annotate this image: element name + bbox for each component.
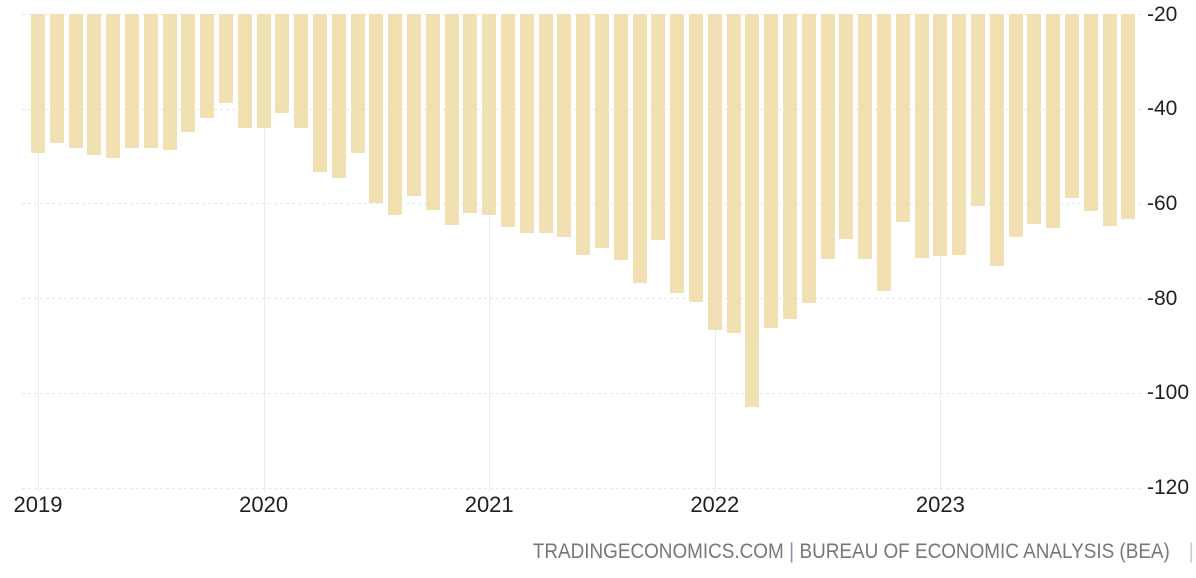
bar[interactable] [1102,14,1117,226]
bar[interactable] [895,14,910,222]
bar[interactable] [783,14,797,319]
bar[interactable] [1008,14,1023,238]
bar[interactable] [143,14,158,148]
bar[interactable] [1083,14,1098,211]
bar[interactable] [463,14,478,213]
bar[interactable] [106,14,121,158]
bar[interactable] [801,14,816,303]
attribution-trailing-separator: | [1188,540,1194,563]
x-year-gridline [38,14,39,492]
bar[interactable] [200,14,215,118]
bar[interactable] [839,14,854,239]
bar[interactable] [275,14,290,113]
bar[interactable] [87,14,102,155]
bar[interactable] [219,14,233,104]
bar[interactable] [350,14,365,154]
bar[interactable] [369,14,384,203]
y-gridline [22,392,1143,394]
x-axis-tick-label: 2021 [464,492,514,517]
bar[interactable] [162,14,177,150]
bar[interactable] [858,14,873,259]
attribution-source-tradingeconomics: TRADINGECONOMICS.COM [532,540,784,563]
bar[interactable] [877,14,891,292]
bar[interactable] [538,14,553,233]
x-year-gridline [263,14,265,492]
x-axis-tick-label: 2020 [239,492,289,517]
bar[interactable] [689,14,703,302]
bar[interactable] [670,14,685,293]
bar[interactable] [576,14,591,255]
bar[interactable] [49,14,64,143]
attribution-separator: | [789,540,795,563]
attribution: TRADINGECONOMICS.COM | BUREAU OF ECONOMIC … [533,541,1170,563]
y-axis-tick-label: -60 [1147,191,1178,215]
x-year-gridline [489,14,491,492]
bar[interactable] [1027,14,1042,224]
x-year-gridline [940,14,942,492]
y-axis-tick-label: -20 [1147,2,1178,26]
y-gridline [22,487,1143,489]
x-axis-tick-label: 2022 [690,492,740,517]
bar[interactable] [557,14,572,238]
bar[interactable] [68,14,83,148]
bar[interactable] [971,14,985,206]
bar[interactable] [989,14,1004,266]
y-axis-tick-label: -40 [1147,97,1178,121]
bar[interactable] [294,14,309,129]
bar[interactable] [125,14,139,148]
y-axis-tick-label: -100 [1147,381,1190,405]
y-gridline [22,298,1143,300]
bar[interactable] [331,14,346,179]
bar[interactable] [914,14,929,258]
attribution-source-bea: BUREAU OF ECONOMIC ANALYSIS (BEA) [799,540,1170,563]
bar[interactable] [651,14,666,240]
x-year-gridline [714,14,716,492]
x-axis-tick-label: 2023 [915,492,965,517]
bar[interactable] [1065,14,1079,198]
bar[interactable] [1046,14,1061,228]
bar[interactable] [501,14,515,227]
bar[interactable] [181,14,196,132]
bar[interactable] [595,14,609,248]
bar[interactable] [745,14,760,407]
y-axis-tick-label: -80 [1147,286,1178,310]
y-axis-tick-label: -120 [1147,476,1190,499]
bar[interactable] [388,14,403,215]
bar[interactable] [237,14,252,129]
bar[interactable] [407,14,421,197]
bar[interactable] [820,14,835,259]
bar[interactable] [519,14,534,233]
bar[interactable] [952,14,967,255]
bar[interactable] [764,14,779,328]
bar[interactable] [1121,14,1136,220]
bar[interactable] [444,14,459,225]
bar[interactable] [726,14,741,333]
bar[interactable] [613,14,628,260]
x-axis-tick-label: 2019 [13,492,63,517]
bar[interactable] [425,14,440,211]
bar[interactable] [313,14,327,172]
bar[interactable] [632,14,647,283]
